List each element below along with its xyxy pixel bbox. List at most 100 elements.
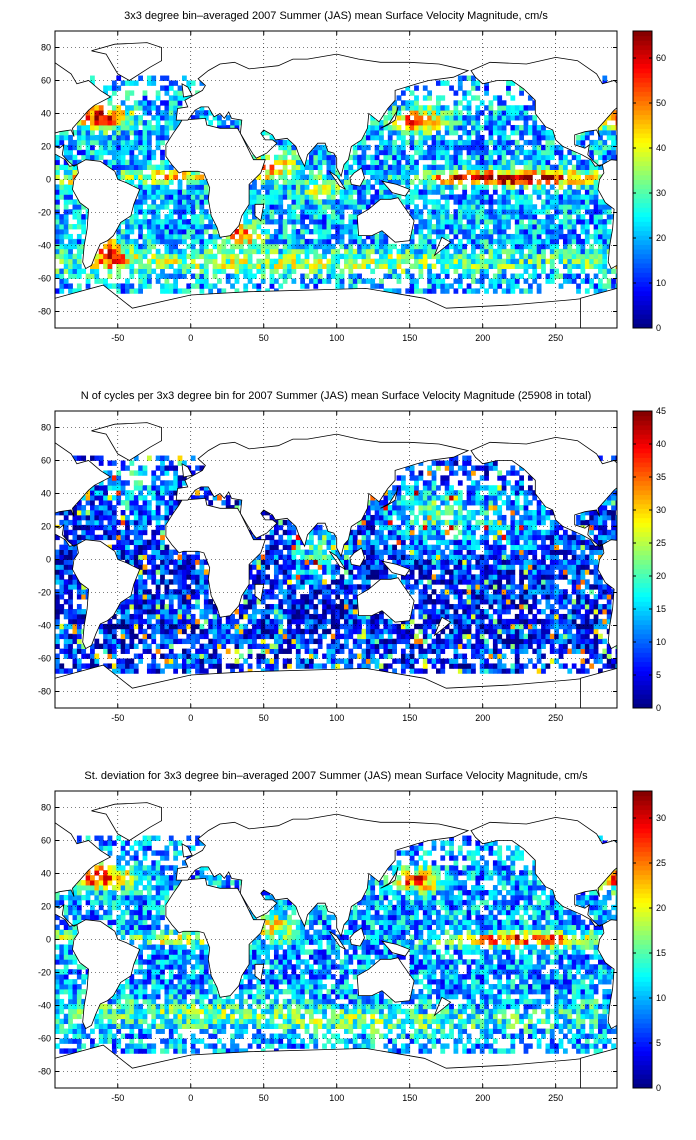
data-cell: [387, 125, 393, 131]
data-cell: [392, 628, 397, 635]
data-cell: [164, 273, 170, 279]
data-cell: [186, 618, 192, 625]
data-cell: [339, 233, 345, 240]
data-cell: [471, 154, 476, 161]
data-cell: [76, 589, 82, 595]
data-cell: [199, 268, 205, 274]
data-cell: [457, 199, 463, 205]
data-cell: [94, 105, 100, 111]
data-cell: [63, 189, 69, 195]
data-cell: [313, 214, 319, 220]
data-cell: [532, 263, 538, 269]
data-cell: [427, 263, 433, 269]
data-cell: [160, 288, 165, 294]
data-cell: [238, 613, 244, 620]
data-cell: [370, 154, 376, 161]
data-cell: [374, 658, 380, 664]
data-cell: [492, 139, 498, 146]
data-cell: [243, 658, 249, 664]
data-cell: [598, 653, 603, 659]
data-cell: [462, 273, 468, 279]
data-cell: [208, 623, 214, 630]
data-cell: [63, 209, 69, 215]
data-cell: [260, 638, 266, 645]
data-cell: [94, 273, 100, 279]
data-cell: [190, 179, 196, 185]
data-cell: [146, 184, 152, 190]
data-cell: [567, 159, 573, 166]
data-cell: [107, 95, 113, 101]
data-cell: [611, 110, 616, 116]
data-cell: [466, 219, 472, 225]
data-cell: [308, 628, 314, 635]
data-cell: [120, 125, 126, 131]
data-cell: [155, 95, 161, 101]
data-cell: [168, 85, 174, 91]
data-cell: [444, 209, 450, 215]
data-cell: [576, 648, 581, 654]
data-cell: [545, 134, 551, 141]
data-cell: [576, 139, 581, 146]
data-cell: [107, 633, 113, 640]
data-cell: [133, 120, 139, 126]
data-cell: [536, 243, 542, 250]
data-cell: [164, 658, 170, 664]
data-cell: [418, 189, 424, 195]
data-cell: [199, 179, 205, 185]
data-cell: [479, 599, 485, 605]
data-cell: [186, 179, 192, 185]
data-cell: [160, 628, 165, 635]
colorbar-step: [633, 151, 652, 157]
data-cell: [471, 120, 476, 126]
data-cell: [396, 179, 402, 185]
data-cell: [265, 658, 270, 664]
data-cell: [602, 130, 608, 136]
data-cell: [186, 184, 192, 190]
data-cell: [584, 233, 590, 240]
data-cell: [523, 164, 529, 170]
data-cell: [173, 120, 179, 126]
data-cell: [238, 638, 244, 645]
data-cell: [457, 134, 463, 141]
data-cell: [541, 174, 546, 180]
data-cell: [435, 110, 441, 116]
data-cell: [580, 599, 586, 605]
data-cell: [475, 638, 481, 645]
data-cell: [94, 663, 100, 669]
data-cell: [186, 663, 192, 669]
data-cell: [449, 263, 454, 269]
data-cell: [273, 609, 279, 615]
data-cell: [440, 638, 446, 645]
data-cell: [444, 105, 450, 111]
data-cell: [405, 618, 411, 625]
data-cell: [326, 174, 332, 180]
data-cell: [567, 204, 573, 210]
data-cell: [168, 599, 174, 605]
data-cell: [523, 139, 529, 146]
data-cell: [164, 199, 170, 205]
data-cell: [352, 224, 358, 230]
data-cell: [199, 194, 205, 200]
data-cell: [317, 638, 323, 645]
data-cell: [589, 283, 595, 289]
data-cell: [116, 283, 122, 289]
data-cell: [506, 169, 511, 175]
data-cell: [422, 219, 428, 225]
data-cell: [344, 199, 349, 205]
data-cell: [190, 248, 196, 255]
data-cell: [435, 233, 441, 240]
data-cell: [357, 233, 362, 240]
data-cell: [431, 125, 437, 131]
data-cell: [304, 184, 310, 190]
data-cell: [133, 258, 139, 265]
data-cell: [365, 169, 371, 175]
data-cell: [199, 229, 205, 235]
y-tick-label: -40: [38, 241, 51, 251]
data-cell: [151, 258, 157, 265]
data-cell: [602, 258, 608, 265]
data-cell: [81, 130, 87, 136]
data-cell: [506, 599, 511, 605]
data-cell: [422, 189, 428, 195]
data-cell: [567, 194, 573, 200]
data-cell: [593, 638, 599, 645]
